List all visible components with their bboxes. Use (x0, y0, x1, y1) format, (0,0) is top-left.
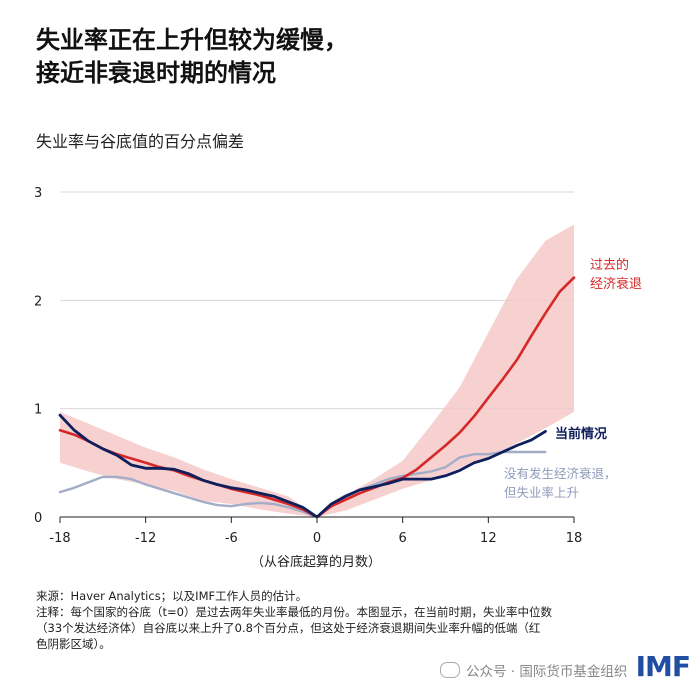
recession-band-area (60, 224, 574, 517)
nonrecession-line (58, 450, 547, 519)
source-note: 来源：Haver Analytics；以及IMF工作人员的估计。 (36, 589, 308, 603)
x-tick-label-12: 12 (480, 531, 497, 546)
note-line-1: 注释：每个国家的谷底（t=0）是过去两年失业率最低的月份。本图显示，在当前时期，… (36, 605, 552, 619)
wechat-icon (440, 662, 460, 678)
x-axis-title: （从谷底起算的月数） (251, 554, 381, 570)
y-tick-label-1: 1 (34, 403, 42, 418)
wechat-account-label: 公众号 · 国际货币基金组织 (466, 664, 628, 680)
footer: 公众号 · 国际货币基金组织 IMF (440, 650, 691, 690)
title-line-1: 失业率正在上升但较为缓慢， (36, 26, 348, 54)
recession-range-band (60, 224, 574, 517)
x-tick-label-18: 18 (566, 531, 583, 546)
x-tick-label--6: -6 (225, 531, 238, 546)
nonrecession-label-line1: 没有发生经济衰退， (504, 466, 617, 481)
current-label: 当前情况 (555, 426, 607, 442)
past-recessions-label-line2: 经济衰退 (590, 276, 642, 292)
wechat-account[interactable]: 公众号 · 国际货币基金组织 (440, 660, 627, 680)
notes: 来源：Haver Analytics；以及IMF工作人员的估计。 注释：每个国家… (36, 588, 666, 652)
x-tick-label-6: 6 (399, 531, 407, 546)
y-tick-label-0: 0 (34, 511, 42, 526)
note-line-3: 色阴影区域）。 (36, 637, 111, 651)
note-line-2: （33个发达经济体）自谷底以来上升了0.8个百分点，但这处于经济衰退期间失业率升… (36, 621, 541, 635)
series-labels: 过去的 经济衰退 当前情况 没有发生经济衰退， 但失业率上升 (504, 257, 642, 500)
past-recessions-label-line1: 过去的 (590, 257, 629, 273)
nonrecession-label-line2: 但失业率上升 (504, 485, 579, 500)
x-tick-label-0: 0 (313, 531, 321, 546)
x-tick-label--12: -12 (135, 531, 156, 546)
x-tick-label--18: -18 (49, 531, 70, 546)
y-tick-label-3: 3 (34, 186, 42, 201)
current-line (58, 413, 547, 519)
title-line-2: 接近非衰退时期的情况 (36, 59, 276, 87)
y-tick-label-2: 2 (34, 294, 42, 309)
chart-title: 失业率正在上升但较为缓慢， 接近非衰退时期的情况 (36, 24, 676, 90)
chart-subtitle: 失业率与谷底值的百分点偏差 (36, 132, 245, 151)
imf-logo: IMF (635, 650, 691, 683)
